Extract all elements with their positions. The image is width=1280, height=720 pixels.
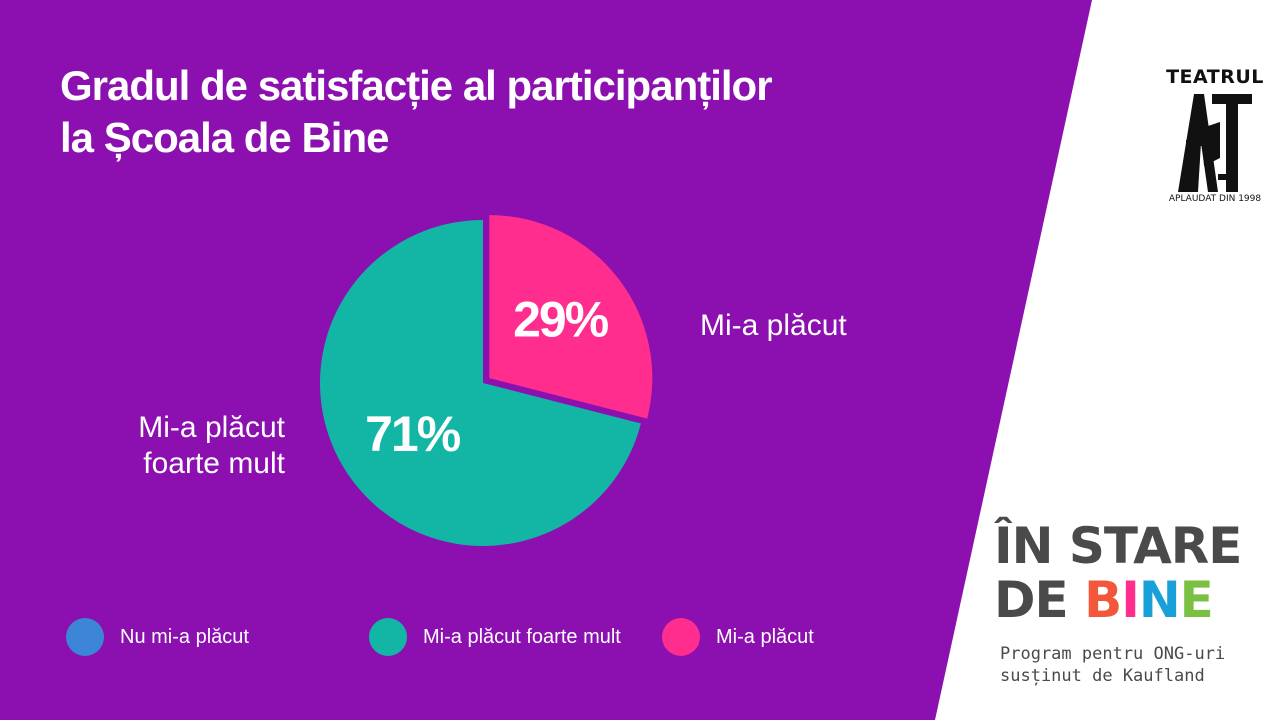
slide-title: Gradul de satisfacție al participanților… [60,60,940,164]
chart-legend: Nu mi-a plăcut Mi-a plăcut foarte mult M… [0,618,900,656]
isdb-subtitle-2: susținut de Kaufland [1000,666,1205,686]
isdb-line-2: DE BINE [994,571,1214,629]
isdb-bine-letter: E [1179,571,1214,629]
legend-label: Mi-a plăcut foarte mult [423,625,621,648]
legend-label: Nu mi-a plăcut [120,625,249,648]
isdb-bine-letter: N [1138,571,1181,629]
legend-item-foarte-mult: Mi-a plăcut foarte mult [369,618,621,656]
outer-label-left-line-1: Mi-a plăcut [138,411,285,444]
act-logo-bottom-text: APLAUDAT DIN 1998 [1168,194,1262,204]
isdb-subtitle-1: Program pentru ONG-uri [1000,644,1226,664]
outer-label-left: Mi-a plăcut foarte mult [85,410,285,482]
outer-label-right: Mi-a plăcut [700,309,847,342]
pie-data-label-2: 71% [365,406,461,462]
isdb-line-1: ÎN STARE [994,517,1242,575]
legend-label: Mi-a plăcut [716,625,814,648]
legend-swatch [662,618,700,656]
pie-data-label-1: 29% [513,291,609,347]
legend-item-mi-a-placut: Mi-a plăcut [662,618,814,656]
pie-slice-1 [489,215,653,419]
teatrul-act-logo: TEATRUL APLAUDAT DIN 1998 [1160,62,1270,222]
isdb-bine-letter: B [1084,571,1122,629]
isdb-de: DE [994,571,1085,629]
outer-label-left-line-2: foarte mult [143,447,285,480]
pie-slice-2 [319,220,641,546]
title-line-2: la Școala de Bine [60,114,389,161]
legend-swatch [66,618,104,656]
legend-swatch [369,618,407,656]
title-line-1: Gradul de satisfacție al participanților [60,62,773,109]
in-stare-de-bine-logo: ÎN STARE DE BINE Program pentru ONG-uri … [990,518,1275,693]
act-logo-top-text: TEATRUL [1166,66,1264,88]
act-logo-icon [1178,94,1252,192]
legend-item-nu-mi-a-placut: Nu mi-a plăcut [66,618,249,656]
isdb-bine: BINE [1084,571,1214,629]
isdb-bine-letter: I [1121,571,1140,629]
